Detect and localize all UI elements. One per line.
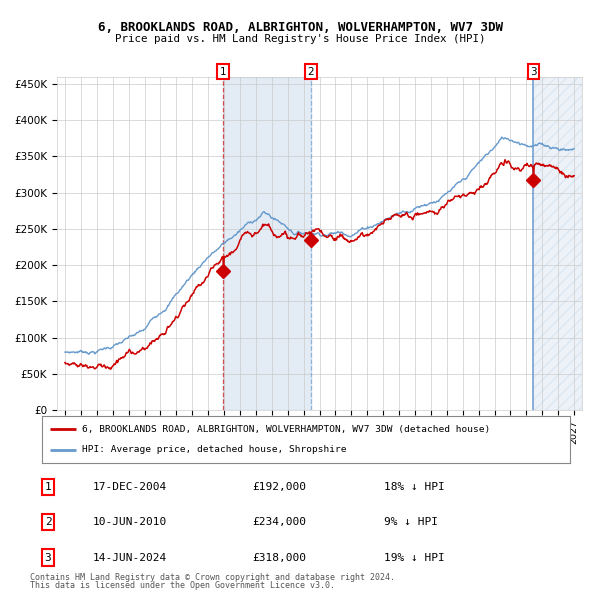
Text: £192,000: £192,000 <box>252 482 306 491</box>
Bar <box>533 77 582 410</box>
Text: 19% ↓ HPI: 19% ↓ HPI <box>384 553 445 562</box>
Text: Contains HM Land Registry data © Crown copyright and database right 2024.: Contains HM Land Registry data © Crown c… <box>30 572 395 582</box>
Text: HPI: Average price, detached house, Shropshire: HPI: Average price, detached house, Shro… <box>82 445 346 454</box>
Text: 18% ↓ HPI: 18% ↓ HPI <box>384 482 445 491</box>
Text: Price paid vs. HM Land Registry's House Price Index (HPI): Price paid vs. HM Land Registry's House … <box>115 34 485 44</box>
Text: 6, BROOKLANDS ROAD, ALBRIGHTON, WOLVERHAMPTON, WV7 3DW: 6, BROOKLANDS ROAD, ALBRIGHTON, WOLVERHA… <box>97 21 503 34</box>
Text: 1: 1 <box>220 67 227 77</box>
Text: 10-JUN-2010: 10-JUN-2010 <box>93 517 167 527</box>
Text: 14-JUN-2024: 14-JUN-2024 <box>93 553 167 562</box>
Text: 2: 2 <box>307 67 314 77</box>
Text: £318,000: £318,000 <box>252 553 306 562</box>
Text: 6, BROOKLANDS ROAD, ALBRIGHTON, WOLVERHAMPTON, WV7 3DW (detached house): 6, BROOKLANDS ROAD, ALBRIGHTON, WOLVERHA… <box>82 425 490 434</box>
Text: 2: 2 <box>44 517 52 527</box>
Text: 17-DEC-2004: 17-DEC-2004 <box>93 482 167 491</box>
Text: This data is licensed under the Open Government Licence v3.0.: This data is licensed under the Open Gov… <box>30 581 335 590</box>
Text: 9% ↓ HPI: 9% ↓ HPI <box>384 517 438 527</box>
Text: 1: 1 <box>44 482 52 491</box>
Text: 3: 3 <box>530 67 537 77</box>
Bar <box>223 77 311 410</box>
Text: 3: 3 <box>44 553 52 562</box>
Text: £234,000: £234,000 <box>252 517 306 527</box>
